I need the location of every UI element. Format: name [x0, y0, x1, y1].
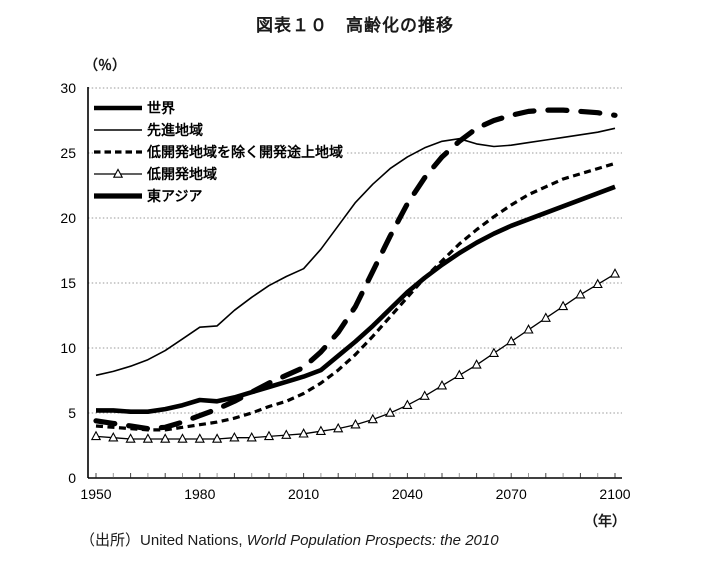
series-marker-triangle-2000 — [263, 430, 275, 441]
series-marker-triangle-2025 — [350, 418, 361, 429]
series-marker-triangle-1960 — [125, 433, 136, 443]
legend-label-world: 世界 — [147, 100, 175, 116]
series-marker-triangle-2015 — [315, 425, 327, 435]
legend-item-world: 世界 — [93, 97, 343, 119]
series-marker-triangle-2030 — [367, 413, 378, 424]
x-tick-label-2100: 2100 — [599, 486, 630, 502]
series-marker-triangle-1965 — [142, 433, 154, 443]
figure-title: 図表１０ 高齢化の推移 — [256, 16, 454, 35]
series-marker-triangle-2020 — [333, 422, 344, 433]
legend-label-least-developed-regions: 低開発地域 — [147, 166, 217, 182]
series-marker-triangle-2005 — [281, 429, 292, 439]
series-marker-triangle-1980 — [194, 433, 205, 443]
series-marker-triangle-1990 — [229, 431, 240, 442]
series-marker-triangle-2070 — [506, 335, 517, 346]
series-marker-triangle-1970 — [160, 433, 171, 443]
source-prefix: （出所） — [80, 532, 141, 549]
series-marker-triangle-1975 — [177, 433, 188, 443]
series-marker-triangle-2035 — [384, 407, 396, 417]
series-marker-triangle-2040 — [402, 399, 413, 409]
series-marker-triangle-2095 — [592, 278, 603, 289]
y-tick-label-5: 5 — [68, 405, 76, 421]
y-tick-label-15: 15 — [60, 275, 76, 291]
y-tick-label-20: 20 — [60, 210, 76, 226]
series-marker-triangle-2085 — [557, 300, 569, 311]
series-line-east-asia — [93, 107, 618, 432]
series-marker-triangle-2060 — [471, 359, 482, 369]
series-marker-triangle-1950 — [90, 430, 102, 441]
legend: 世界先進地域低開発地域を除く開発途上地域 低開発地域東アジア — [93, 97, 346, 207]
x-axis-unit-label: （年） — [584, 513, 626, 529]
x-tick-label-1980: 1980 — [184, 486, 215, 502]
series-marker-triangle-1955 — [108, 431, 119, 442]
series-marker-triangle-2045 — [419, 390, 430, 400]
x-tick-label-1950: 1950 — [80, 486, 111, 502]
legend-swatch-world-icon — [94, 105, 142, 111]
series-marker-triangle-2010 — [298, 428, 309, 438]
source-publisher: United Nations, — [140, 532, 247, 549]
legend-label-east-asia: 東アジア — [147, 188, 203, 204]
series-marker-triangle-1985 — [211, 433, 223, 443]
y-axis-unit-label: （％） — [84, 57, 126, 73]
source-publication-title: World Population Prospects: the 2010 — [246, 532, 499, 549]
y-tick-label-10: 10 — [60, 340, 76, 356]
series-line-developing-excluding-least-developed — [95, 161, 616, 432]
series-marker-triangle-1995 — [246, 431, 257, 442]
series-marker-triangle-2065 — [488, 347, 500, 357]
legend-swatch-developing-excluding-least-developed-icon — [94, 150, 142, 154]
legend-item-east-asia: 東アジア — [93, 185, 343, 207]
y-tick-label-25: 25 — [60, 145, 76, 161]
x-tick-label-2070: 2070 — [496, 486, 527, 502]
series-line-world — [96, 184, 616, 415]
source-note: （出所）United Nations, World Population Pro… — [80, 529, 499, 550]
series-marker-triangle-2100 — [609, 268, 621, 278]
series-marker-triangle-2050 — [436, 379, 448, 390]
y-tick-label-30: 30 — [60, 80, 76, 96]
series-marker-triangle-2080 — [540, 312, 551, 322]
legend-item-least-developed-regions: 低開発地域 — [93, 163, 343, 185]
legend-item-developed-regions: 先進地域 — [93, 119, 343, 141]
series-marker-triangle-2090 — [575, 288, 586, 299]
legend-label-developing-excluding-least-developed: 低開発地域を除く開発途上地域 — [147, 144, 343, 160]
series-marker-triangle-2055 — [454, 369, 465, 380]
legend-swatch-least-developed-regions-icon — [94, 168, 142, 178]
legend-label-developed-regions: 先進地域 — [147, 122, 203, 138]
series-line-developed-regions — [95, 127, 616, 377]
x-tick-label-2040: 2040 — [392, 486, 423, 502]
x-tick-label-2010: 2010 — [288, 486, 319, 502]
legend-swatch-developed-regions-icon — [94, 129, 142, 131]
series-marker-triangle-2075 — [523, 324, 534, 334]
legend-swatch-east-asia-icon — [94, 193, 142, 199]
y-tick-label-0: 0 — [68, 470, 76, 486]
legend-item-developing-excluding-least-developed: 低開発地域を除く開発途上地域 — [93, 141, 343, 163]
